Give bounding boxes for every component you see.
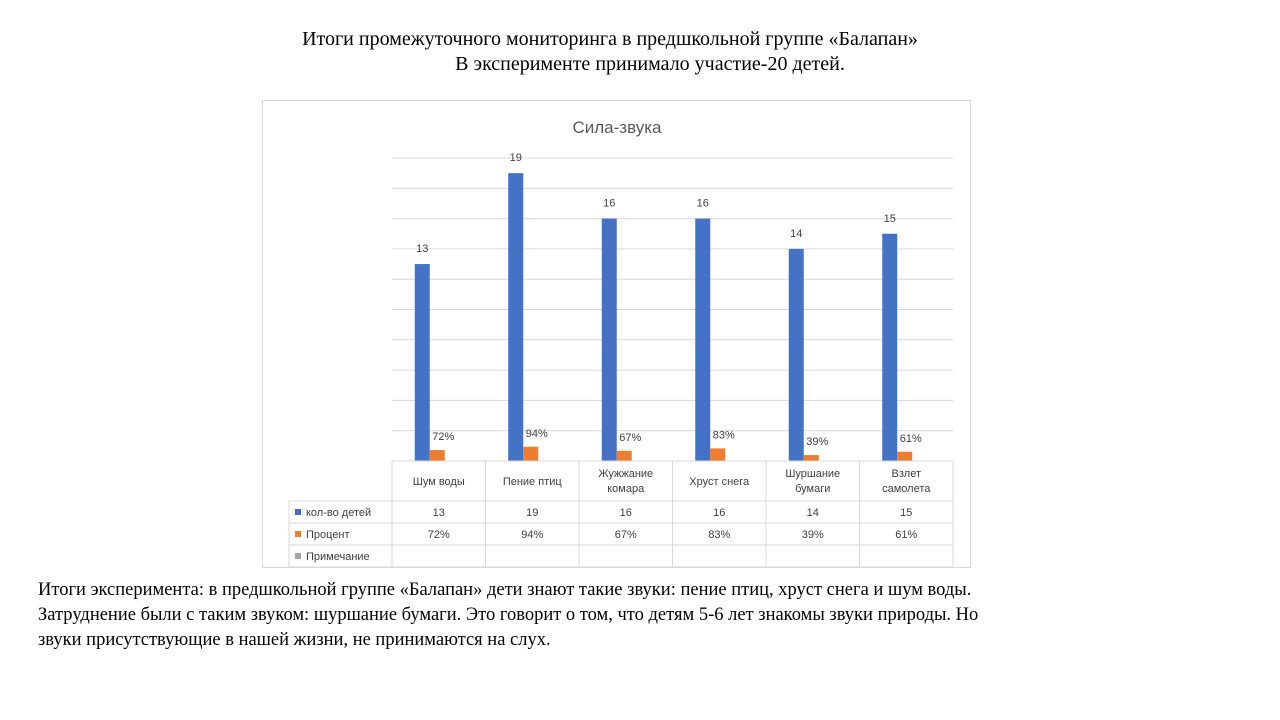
data-label-count: 14	[790, 228, 802, 240]
chart-container: Сила-звука 13 72% 19 94% 16 67% 16 83% 14 39% 15 61%…	[262, 100, 971, 568]
bar-percent	[897, 451, 913, 461]
table-cell: 16	[620, 507, 632, 519]
bar-count	[508, 173, 524, 461]
bar-count	[601, 218, 617, 461]
table-cell: 16	[713, 507, 725, 519]
page-subtitle: В эксперименте принимало участие-20 дете…	[455, 53, 845, 75]
bar-percent	[616, 450, 632, 461]
conclusion-line: Затруднение были с таким звуком: шуршани…	[38, 605, 979, 625]
bar-percent	[523, 446, 539, 461]
tick-label: Жужжание	[598, 468, 653, 480]
chart-title: Сила-звука	[572, 118, 662, 137]
legend-key	[295, 509, 301, 515]
bar-chart: Сила-звука 13 72% 19 94% 16 67% 16 83% 14 39% 15 61%…	[288, 118, 954, 568]
table-cell: 19	[526, 507, 538, 519]
legend-label: кол-во детей	[306, 507, 371, 519]
table-cell: 94%	[521, 529, 543, 541]
bar-count	[695, 218, 711, 461]
table-cell: 14	[807, 507, 819, 519]
tick-label: Хруст снега	[689, 476, 750, 488]
bar-percent	[429, 450, 445, 461]
legend-label: Процент	[306, 529, 350, 541]
bar-percent	[803, 455, 819, 461]
bar-count	[882, 233, 898, 461]
tick-label: Шуршание	[785, 468, 840, 480]
data-label-percent: 72%	[432, 431, 454, 443]
table-cell: 83%	[708, 529, 730, 541]
legend-key	[295, 553, 301, 559]
data-label-count: 15	[884, 213, 896, 225]
data-label-count: 16	[603, 198, 615, 210]
data-label-count: 13	[416, 243, 428, 255]
table-cell: 13	[433, 507, 445, 519]
table-cell: 72%	[428, 529, 450, 541]
data-label-percent: 94%	[526, 428, 548, 440]
data-label-percent: 67%	[619, 432, 641, 444]
page-title: Итоги промежуточного мониторинга в предш…	[302, 28, 918, 50]
tick-label: Пение птиц	[503, 476, 563, 488]
data-label-count: 19	[510, 152, 522, 164]
legend-label: Примечание	[306, 551, 370, 563]
table-cell: 67%	[615, 529, 637, 541]
bar-percent	[710, 448, 726, 461]
bar-count	[414, 264, 430, 461]
tick-label: Шум воды	[413, 476, 465, 488]
tick-label: бумаги	[795, 483, 830, 495]
conclusion-text: Итоги эксперимента: в предшкольной групп…	[38, 578, 1248, 653]
conclusion-line: Итоги эксперимента: в предшкольной групп…	[38, 580, 972, 600]
legend-key	[295, 531, 301, 537]
table-cell: 39%	[802, 529, 824, 541]
tick-label: самолета	[882, 483, 931, 495]
tick-label: комара	[607, 483, 645, 495]
data-label-percent: 61%	[900, 433, 922, 445]
data-label-percent: 39%	[806, 436, 828, 448]
data-label-count: 16	[697, 198, 709, 210]
table-cell: 61%	[895, 529, 917, 541]
data-label-percent: 83%	[713, 429, 735, 441]
conclusion-line: звуки присутствующие в нашей жизни, не п…	[38, 630, 551, 650]
bar-count	[788, 248, 804, 461]
tick-label: Взлет	[892, 468, 921, 480]
table-cell: 15	[900, 507, 912, 519]
